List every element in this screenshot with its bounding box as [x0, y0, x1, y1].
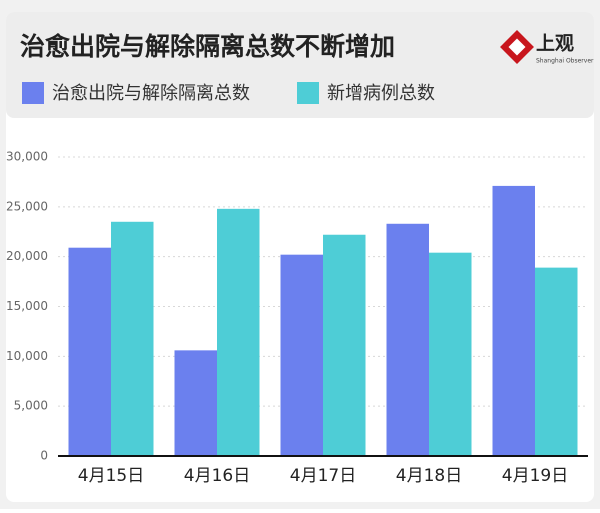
x-tick-label: 4月18日	[396, 466, 462, 486]
legend-swatch	[22, 82, 44, 104]
bar	[323, 234, 366, 456]
bar	[217, 208, 260, 456]
y-tick-label: 5,000	[14, 399, 48, 413]
y-tick-label: 15,000	[6, 299, 48, 313]
legend-label: 新增病例总数	[327, 83, 435, 104]
bar	[535, 267, 578, 456]
y-tick-label: 0	[40, 449, 48, 463]
bar	[280, 254, 323, 456]
logo: 上观 Shanghai Observer	[500, 30, 594, 65]
chart-title: 治愈出院与解除隔离总数不断增加	[20, 32, 395, 61]
bar	[429, 252, 472, 456]
bar	[174, 350, 217, 456]
bar	[111, 221, 154, 456]
y-tick-label: 30,000	[6, 150, 48, 164]
x-tick-label: 4月17日	[290, 466, 356, 486]
bar	[492, 185, 535, 457]
y-tick-label: 25,000	[6, 199, 48, 213]
legend-label: 治愈出院与解除隔离总数	[52, 83, 250, 104]
bar	[68, 247, 111, 456]
logo-subtitle: Shanghai Observer	[536, 58, 594, 65]
x-tick-label: 4月16日	[184, 466, 250, 486]
y-tick-label: 10,000	[6, 349, 48, 363]
x-tick-label: 4月19日	[502, 466, 568, 486]
bar	[386, 223, 429, 456]
logo-mark-inner	[508, 38, 526, 56]
header	[6, 12, 594, 118]
x-tick-label: 4月15日	[78, 466, 144, 486]
y-tick-label: 20,000	[6, 249, 48, 263]
logo-name: 上观	[536, 33, 574, 55]
legend-swatch	[297, 82, 319, 104]
